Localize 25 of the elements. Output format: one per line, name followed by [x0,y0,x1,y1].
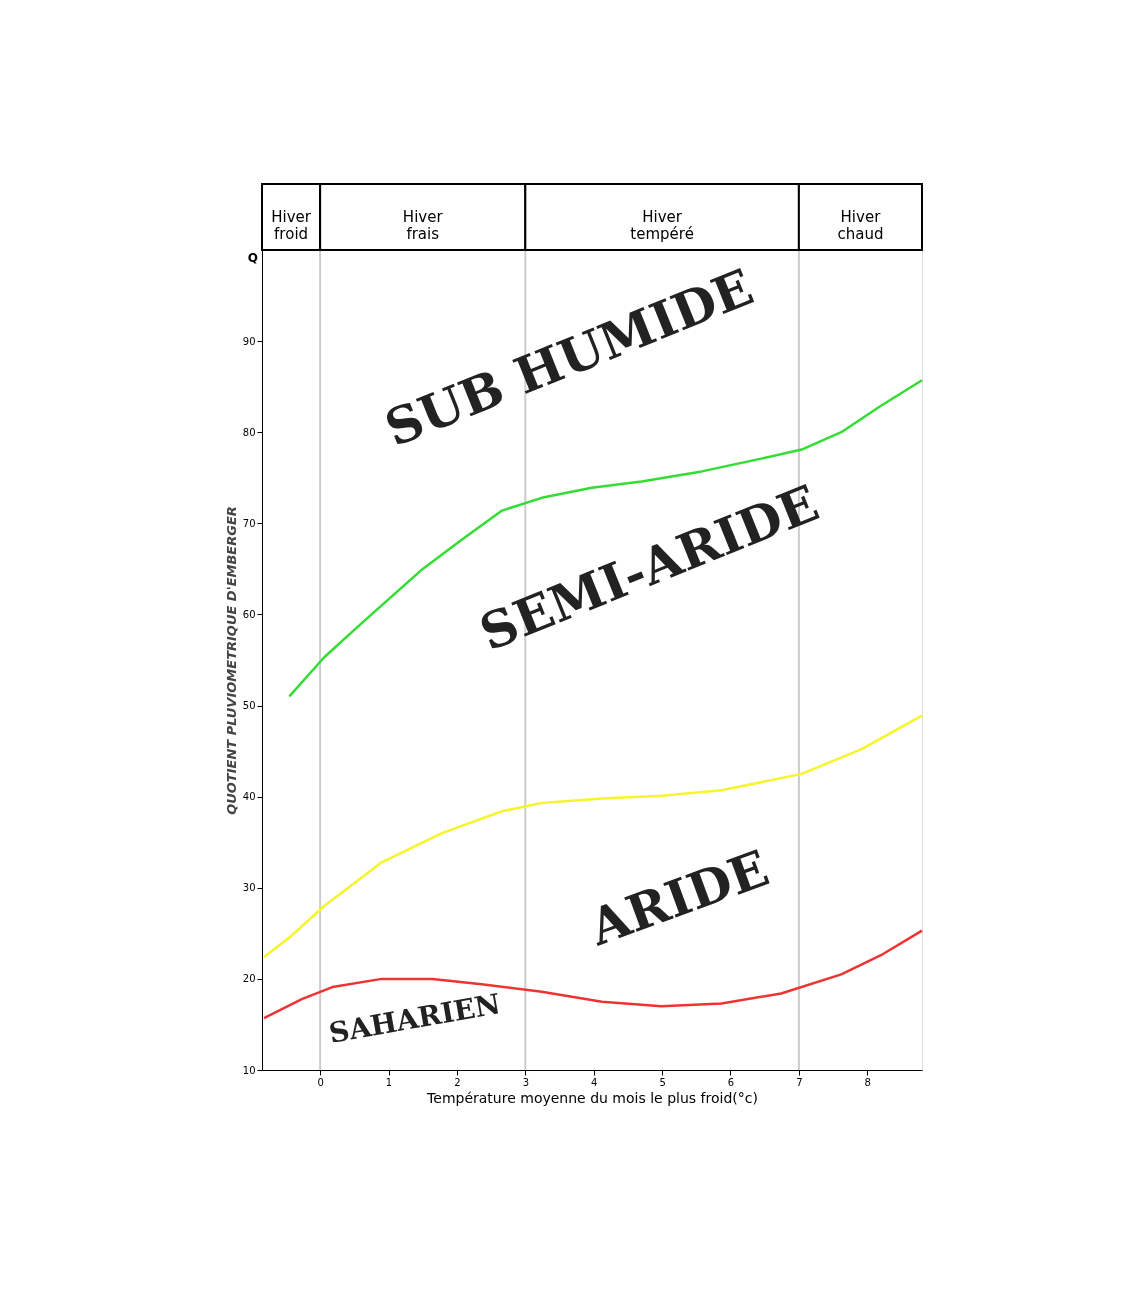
text: Hiver froid [271,208,312,243]
y-axis-title: QUOTIENT PLUVIOMETRIQUE D'EMBERGER [223,506,239,815]
x-tick-label: 6 [727,1076,735,1088]
x-tick-label: 2 [454,1076,461,1088]
x-tick-label: 4 [591,1076,598,1088]
y-tick-label: 70 [242,517,256,529]
y-tick-label: 60 [242,608,256,620]
x-tick-label: 1 [385,1076,393,1088]
x-tick-label: 8 [864,1076,871,1088]
x-tick-label: 7 [796,1076,803,1088]
y-tick-label: 20 [242,973,256,985]
x-tick-label: 3 [522,1076,529,1088]
y-tick-label: 50 [242,700,256,712]
text: Hiver chaud [837,208,884,243]
y-tick-label: 90 [242,335,256,347]
x-tick-label: 0 [317,1076,324,1088]
text: Hiver frais [402,208,444,243]
y-tick-label: 10 [242,1064,256,1076]
x-tick-label: 5 [659,1076,666,1088]
text: Q [247,251,258,265]
y-tick-label: 40 [242,791,256,803]
y-tick-label: 30 [242,882,256,894]
text: Hiver tempéré [630,208,694,243]
x-axis-title: Température moyenne du mois le plus froid(°c) [426,1089,758,1106]
y-tick-label: 80 [242,426,256,438]
